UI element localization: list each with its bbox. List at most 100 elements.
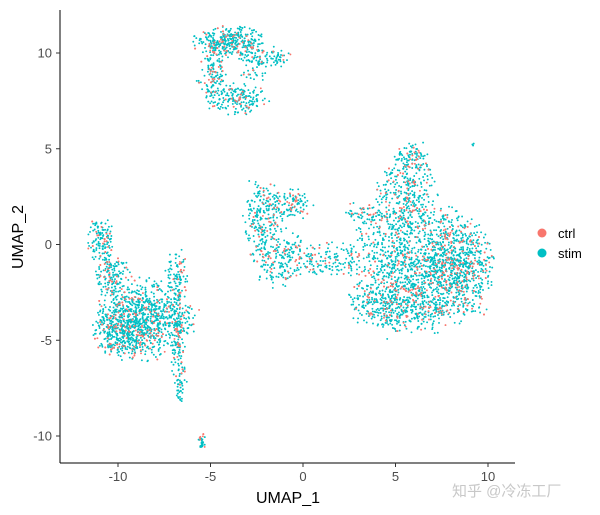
point-stim: [479, 252, 482, 255]
point-stim: [239, 52, 242, 55]
point-stim: [410, 251, 413, 254]
point-stim: [388, 236, 390, 238]
point-stim: [106, 316, 108, 319]
point-stim: [439, 254, 442, 257]
point-stim: [422, 320, 425, 323]
point-stim: [416, 327, 419, 330]
point-stim: [302, 262, 305, 265]
point-stim: [168, 314, 171, 317]
point-stim: [413, 196, 416, 199]
point-stim: [134, 316, 137, 319]
point-stim: [277, 54, 280, 57]
point-stim: [91, 324, 94, 326]
point-stim: [470, 243, 473, 246]
point-stim: [407, 236, 410, 239]
point-stim: [268, 55, 271, 58]
point-stim: [376, 251, 378, 254]
point-stim: [265, 187, 268, 190]
point-stim: [366, 310, 369, 313]
point-stim: [140, 359, 143, 362]
point-stim: [404, 253, 406, 256]
point-stim: [394, 330, 397, 332]
point-stim: [381, 243, 384, 246]
point-stim: [394, 287, 397, 290]
point-stim: [258, 243, 261, 246]
point-stim: [95, 329, 98, 331]
point-stim: [249, 96, 252, 99]
point-stim: [364, 244, 366, 247]
point-stim: [372, 290, 374, 293]
point-stim: [394, 269, 397, 272]
point-stim: [474, 294, 477, 297]
point-stim: [402, 298, 404, 301]
point-stim: [404, 263, 407, 266]
point-stim: [461, 226, 464, 229]
point-stim: [388, 311, 391, 314]
point-stim: [277, 276, 280, 279]
point-stim: [460, 246, 463, 249]
point-stim: [422, 275, 425, 278]
point-stim: [176, 264, 179, 267]
point-stim: [385, 206, 388, 209]
point-stim: [349, 244, 352, 246]
point-stim: [247, 95, 250, 98]
point-stim: [478, 259, 480, 262]
point-stim: [434, 261, 437, 264]
point-stim: [389, 182, 392, 185]
point-stim: [126, 321, 129, 324]
point-stim: [445, 268, 448, 271]
point-stim: [381, 241, 383, 244]
point-stim: [259, 208, 262, 211]
point-stim: [397, 291, 400, 294]
point-stim: [373, 251, 376, 254]
point-stim: [412, 287, 415, 290]
point-stim: [446, 248, 449, 251]
point-stim: [231, 50, 234, 53]
point-stim: [252, 235, 255, 237]
point-stim: [133, 339, 136, 342]
point-stim: [363, 266, 366, 268]
point-stim: [152, 346, 155, 349]
point-stim: [410, 291, 413, 294]
point-stim: [111, 334, 113, 337]
point-stim: [121, 308, 124, 310]
point-stim: [160, 289, 163, 292]
point-stim: [352, 317, 355, 320]
point-stim: [400, 272, 403, 275]
point-stim: [137, 306, 140, 309]
point-stim: [412, 178, 415, 181]
point-stim: [432, 315, 435, 318]
point-stim: [102, 308, 105, 310]
point-stim: [418, 238, 421, 241]
point-stim: [409, 226, 412, 229]
point-stim: [234, 88, 236, 91]
point-stim: [393, 270, 396, 273]
point-stim: [464, 308, 467, 310]
point-stim: [474, 234, 477, 237]
point-stim: [179, 315, 182, 318]
point-stim: [478, 306, 480, 309]
point-stim: [185, 380, 188, 383]
point-stim: [110, 235, 113, 237]
point-stim: [98, 268, 101, 270]
point-stim: [100, 293, 103, 296]
point-stim: [124, 321, 127, 324]
point-stim: [452, 232, 455, 235]
point-stim: [408, 207, 411, 210]
point-stim: [231, 45, 234, 48]
point-stim: [183, 366, 186, 369]
point-stim: [264, 217, 267, 220]
point-stim: [389, 322, 392, 325]
point-stim: [113, 273, 116, 276]
point-stim: [276, 216, 278, 219]
point-stim: [142, 342, 145, 344]
point-stim: [265, 271, 268, 274]
point-stim: [168, 282, 171, 284]
point-stim: [272, 61, 275, 64]
point-stim: [256, 93, 258, 96]
point-stim: [155, 317, 158, 320]
point-stim: [386, 281, 389, 284]
point-stim: [213, 39, 216, 42]
point-stim: [118, 350, 121, 353]
point-stim: [421, 308, 424, 311]
